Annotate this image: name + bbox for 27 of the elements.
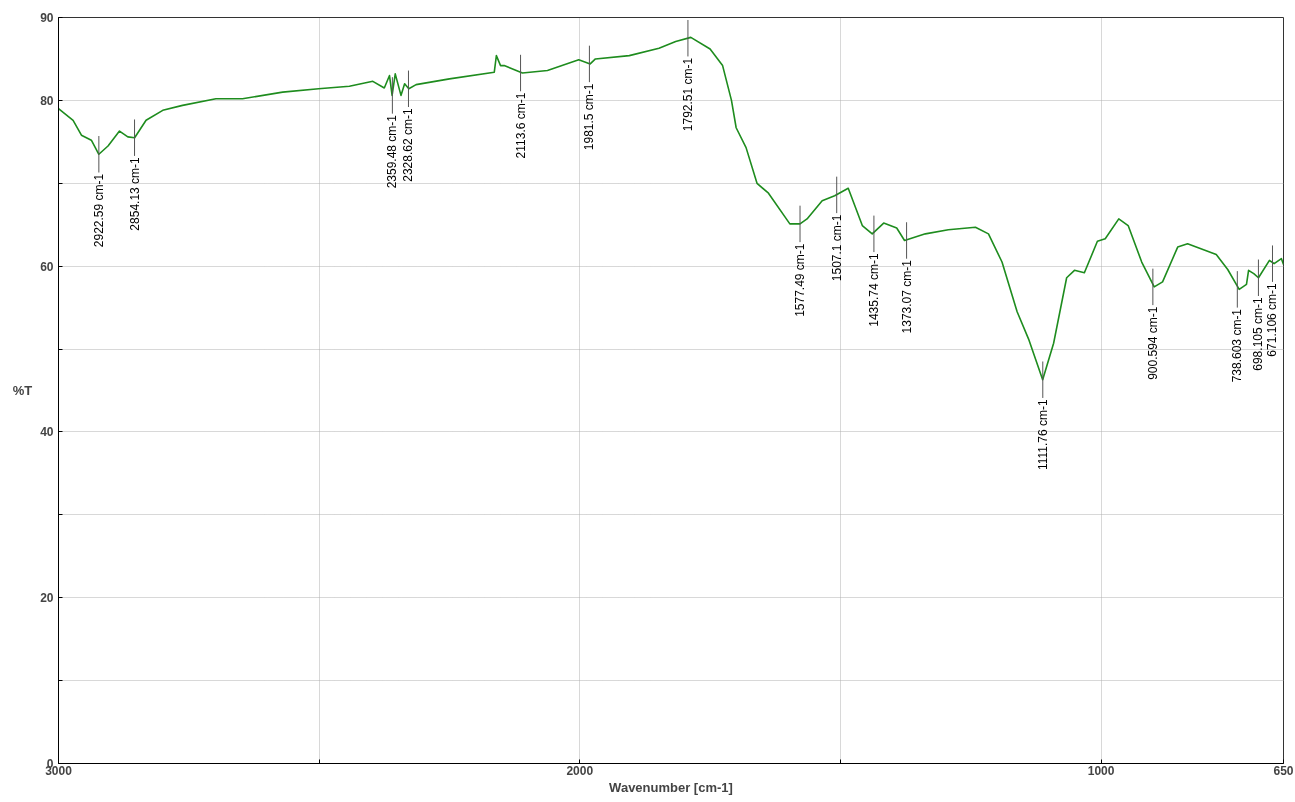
y-tick-label: 60	[40, 259, 54, 274]
annotation: 1981.5 cm-1	[582, 83, 597, 151]
x-axis-title: Wavenumber [cm-1]	[609, 779, 733, 795]
y-axis-title: %T	[12, 383, 33, 398]
x-tick-label: 1000	[1087, 763, 1115, 778]
annotation: 2113.6 cm-1	[513, 92, 528, 159]
annotation: 698.105 cm-1	[1251, 297, 1266, 371]
y-tick-label: 90	[40, 11, 54, 25]
x-tick-label: 650	[1273, 763, 1294, 778]
line-series	[58, 36, 1284, 381]
y-tick-label: 20	[40, 591, 54, 606]
x-tick-label: 2000	[566, 763, 594, 778]
y-tick-label: 40	[40, 425, 54, 440]
annotation: 738.603 cm-1	[1230, 308, 1245, 383]
annotation: 2854.13 cm-1	[127, 156, 142, 231]
annotation: 1435.74 cm-1	[866, 253, 881, 327]
annotation: 2359.48 cm-1	[385, 114, 400, 189]
annotation: 1577.49 cm-1	[793, 243, 808, 317]
annotation: 1507.1 cm-1	[829, 214, 844, 282]
annotation: 1792.51 cm-1	[680, 57, 695, 132]
y-tick-label: 80	[40, 93, 54, 108]
annotation: 671.106 cm-1	[1265, 282, 1280, 357]
annotation: 2328.62 cm-1	[401, 108, 416, 182]
annotation: 2922.59 cm-1	[91, 173, 106, 248]
annotation: 1373.07 cm-1	[899, 259, 914, 334]
annotation: 1111.76 cm-1	[1035, 398, 1050, 471]
annotation: 900.594 cm-1	[1145, 306, 1160, 380]
